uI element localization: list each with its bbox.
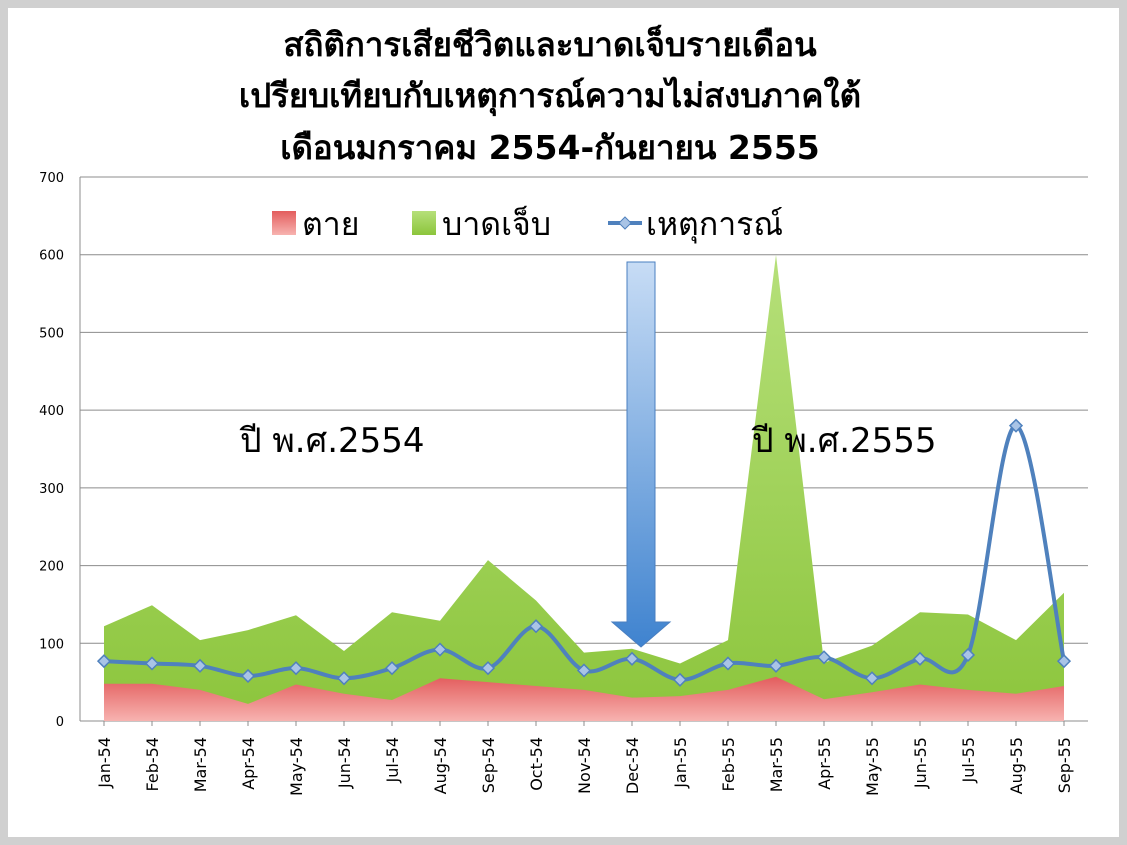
marker [576,663,592,678]
marker [288,661,304,676]
annotation: ปี พ.ศ.2555 [751,421,936,461]
marker [336,671,352,686]
lines [96,418,1072,687]
y-tick-label: 100 [39,637,64,652]
x-tick-label: May-54 [287,737,306,796]
x-tick-label: Feb-55 [719,737,738,791]
legend-swatch [618,216,632,230]
marker [672,672,688,687]
legend-label: ตาย [302,205,360,243]
marker [624,651,640,666]
x-tick-label: Jan-55 [671,737,690,789]
marker [240,668,256,683]
x-tick-label: Sep-55 [1055,737,1074,793]
y-tick-label: 200 [39,560,64,575]
arrow [610,261,672,648]
marker [384,661,400,676]
x-tick-label: Feb-54 [143,737,162,791]
marker [720,656,736,671]
marker [912,651,928,666]
legend-label: บาดเจ็บ [442,205,551,243]
marker [96,654,112,669]
marker [480,661,496,676]
y-tick-label: 500 [39,326,64,341]
x-tick-label: Jul-55 [959,737,978,783]
chart-title: เดือนมกราคม 2554-กันยายน 2555 [280,128,820,167]
x-tick-label: Nov-54 [575,737,594,794]
x-tick-label: Mar-54 [191,737,210,792]
y-tick-label: 400 [39,404,64,419]
marker [432,642,448,657]
marker [1008,418,1024,433]
x-tick-label: Aug-54 [431,737,450,794]
legend-label: เหตุการณ์ [646,205,783,244]
x-tick-label: Jun-54 [335,737,354,789]
y-tick-label: 700 [39,171,64,186]
y-tick-label: 300 [39,482,64,497]
x-tick-label: Apr-55 [815,737,834,790]
marker [144,656,160,671]
annotation: ปี พ.ศ.2554 [239,421,424,461]
y-tick-label: 600 [39,249,64,264]
marker [1056,654,1072,669]
x-tick-label: May-55 [863,737,882,796]
marker [816,650,832,665]
chart-title: เปรียบเทียบกับเหตุการณ์ความไม่สงบภาคใต้ [239,76,861,117]
marker [864,671,880,686]
marker [192,658,208,673]
marker [528,619,544,634]
y-tick-label: 0 [56,715,64,730]
marker [768,658,784,673]
x-tick-label: Jul-54 [383,737,402,783]
x-tick-label: Jun-55 [911,737,930,789]
legend-swatch [272,211,296,235]
marker [960,647,976,663]
legend-swatch [412,211,436,235]
areas [104,254,1064,721]
x-tick-label: Oct-54 [527,737,546,791]
area [104,676,1064,721]
area [104,254,1064,721]
x-tick-label: Aug-55 [1007,737,1026,794]
x-tick-label: Mar-55 [767,737,786,792]
grid [79,176,1088,726]
x-tick-label: Jan-54 [95,737,114,789]
x-tick-label: Dec-54 [623,737,642,794]
x-tick-label: Apr-54 [239,737,258,790]
labels: 0 100 200 300 400 500 600 700 Jan-54 Feb-54 Mar-54… [39,171,1074,796]
x-tick-label: Sep-54 [479,737,498,793]
chart-title: สถิติการเสียชีวิตและบาดเจ็บรายเดือน [283,24,817,64]
